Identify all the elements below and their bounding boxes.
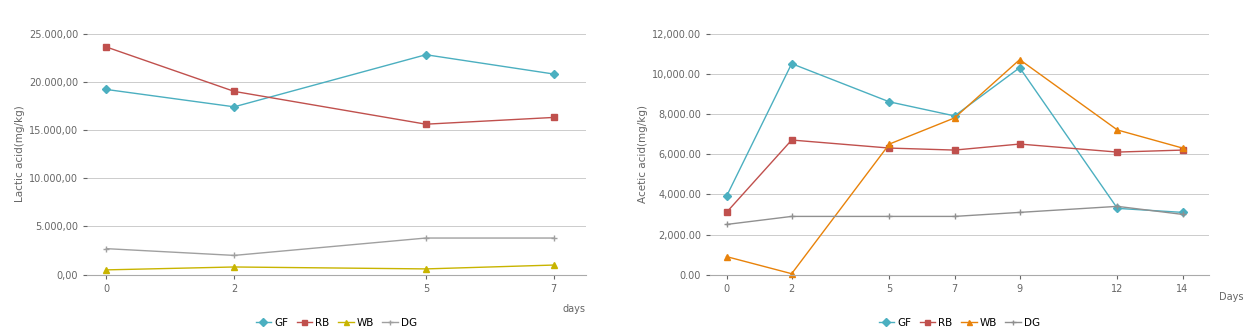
- DG: [1110, 204, 1125, 208]
- GF: [882, 100, 897, 104]
- RB: [1012, 142, 1027, 146]
- WB: [1012, 58, 1027, 62]
- Y-axis label: Lactic acid(mg/kg): Lactic acid(mg/kg): [15, 106, 25, 202]
- DG: [1012, 210, 1027, 214]
- Line: GF: GF: [103, 52, 557, 110]
- Line: RB: RB: [103, 44, 557, 127]
- Text: days: days: [563, 304, 586, 314]
- DG: [546, 236, 561, 240]
- DG: [784, 214, 799, 218]
- WB: [882, 142, 897, 146]
- GF: [947, 114, 962, 118]
- WB: [546, 263, 561, 267]
- GF: [1012, 66, 1027, 70]
- GF: [419, 53, 434, 57]
- DG: [98, 247, 113, 251]
- Legend: GF, RB, WB, DG: GF, RB, WB, DG: [875, 314, 1044, 332]
- Line: WB: WB: [724, 57, 1185, 276]
- RB: [546, 116, 561, 120]
- GF: [1110, 206, 1125, 210]
- RB: [1175, 148, 1190, 152]
- WB: [784, 272, 799, 276]
- RB: [882, 146, 897, 150]
- GF: [227, 105, 242, 109]
- WB: [98, 268, 113, 272]
- Line: GF: GF: [724, 61, 1185, 215]
- Line: WB: WB: [103, 262, 557, 273]
- GF: [784, 62, 799, 66]
- WB: [719, 255, 734, 259]
- RB: [784, 138, 799, 142]
- Text: Days: Days: [1219, 291, 1244, 302]
- RB: [719, 210, 734, 214]
- Line: DG: DG: [724, 204, 1185, 227]
- WB: [947, 116, 962, 120]
- RB: [1110, 150, 1125, 154]
- WB: [227, 265, 242, 269]
- RB: [98, 45, 113, 49]
- RB: [947, 148, 962, 152]
- DG: [719, 222, 734, 226]
- Legend: GF, RB, WB, DG: GF, RB, WB, DG: [252, 314, 421, 332]
- DG: [419, 236, 434, 240]
- DG: [882, 214, 897, 218]
- GF: [719, 194, 734, 198]
- GF: [1175, 210, 1190, 214]
- Line: DG: DG: [103, 235, 557, 258]
- WB: [419, 267, 434, 271]
- RB: [227, 89, 242, 93]
- RB: [419, 122, 434, 126]
- WB: [1175, 146, 1190, 150]
- Line: RB: RB: [724, 137, 1185, 215]
- DG: [227, 253, 242, 257]
- DG: [947, 214, 962, 218]
- GF: [546, 72, 561, 76]
- Y-axis label: Acetic acid(mg/kg): Acetic acid(mg/kg): [638, 105, 648, 203]
- GF: [98, 87, 113, 91]
- WB: [1110, 128, 1125, 132]
- DG: [1175, 212, 1190, 216]
